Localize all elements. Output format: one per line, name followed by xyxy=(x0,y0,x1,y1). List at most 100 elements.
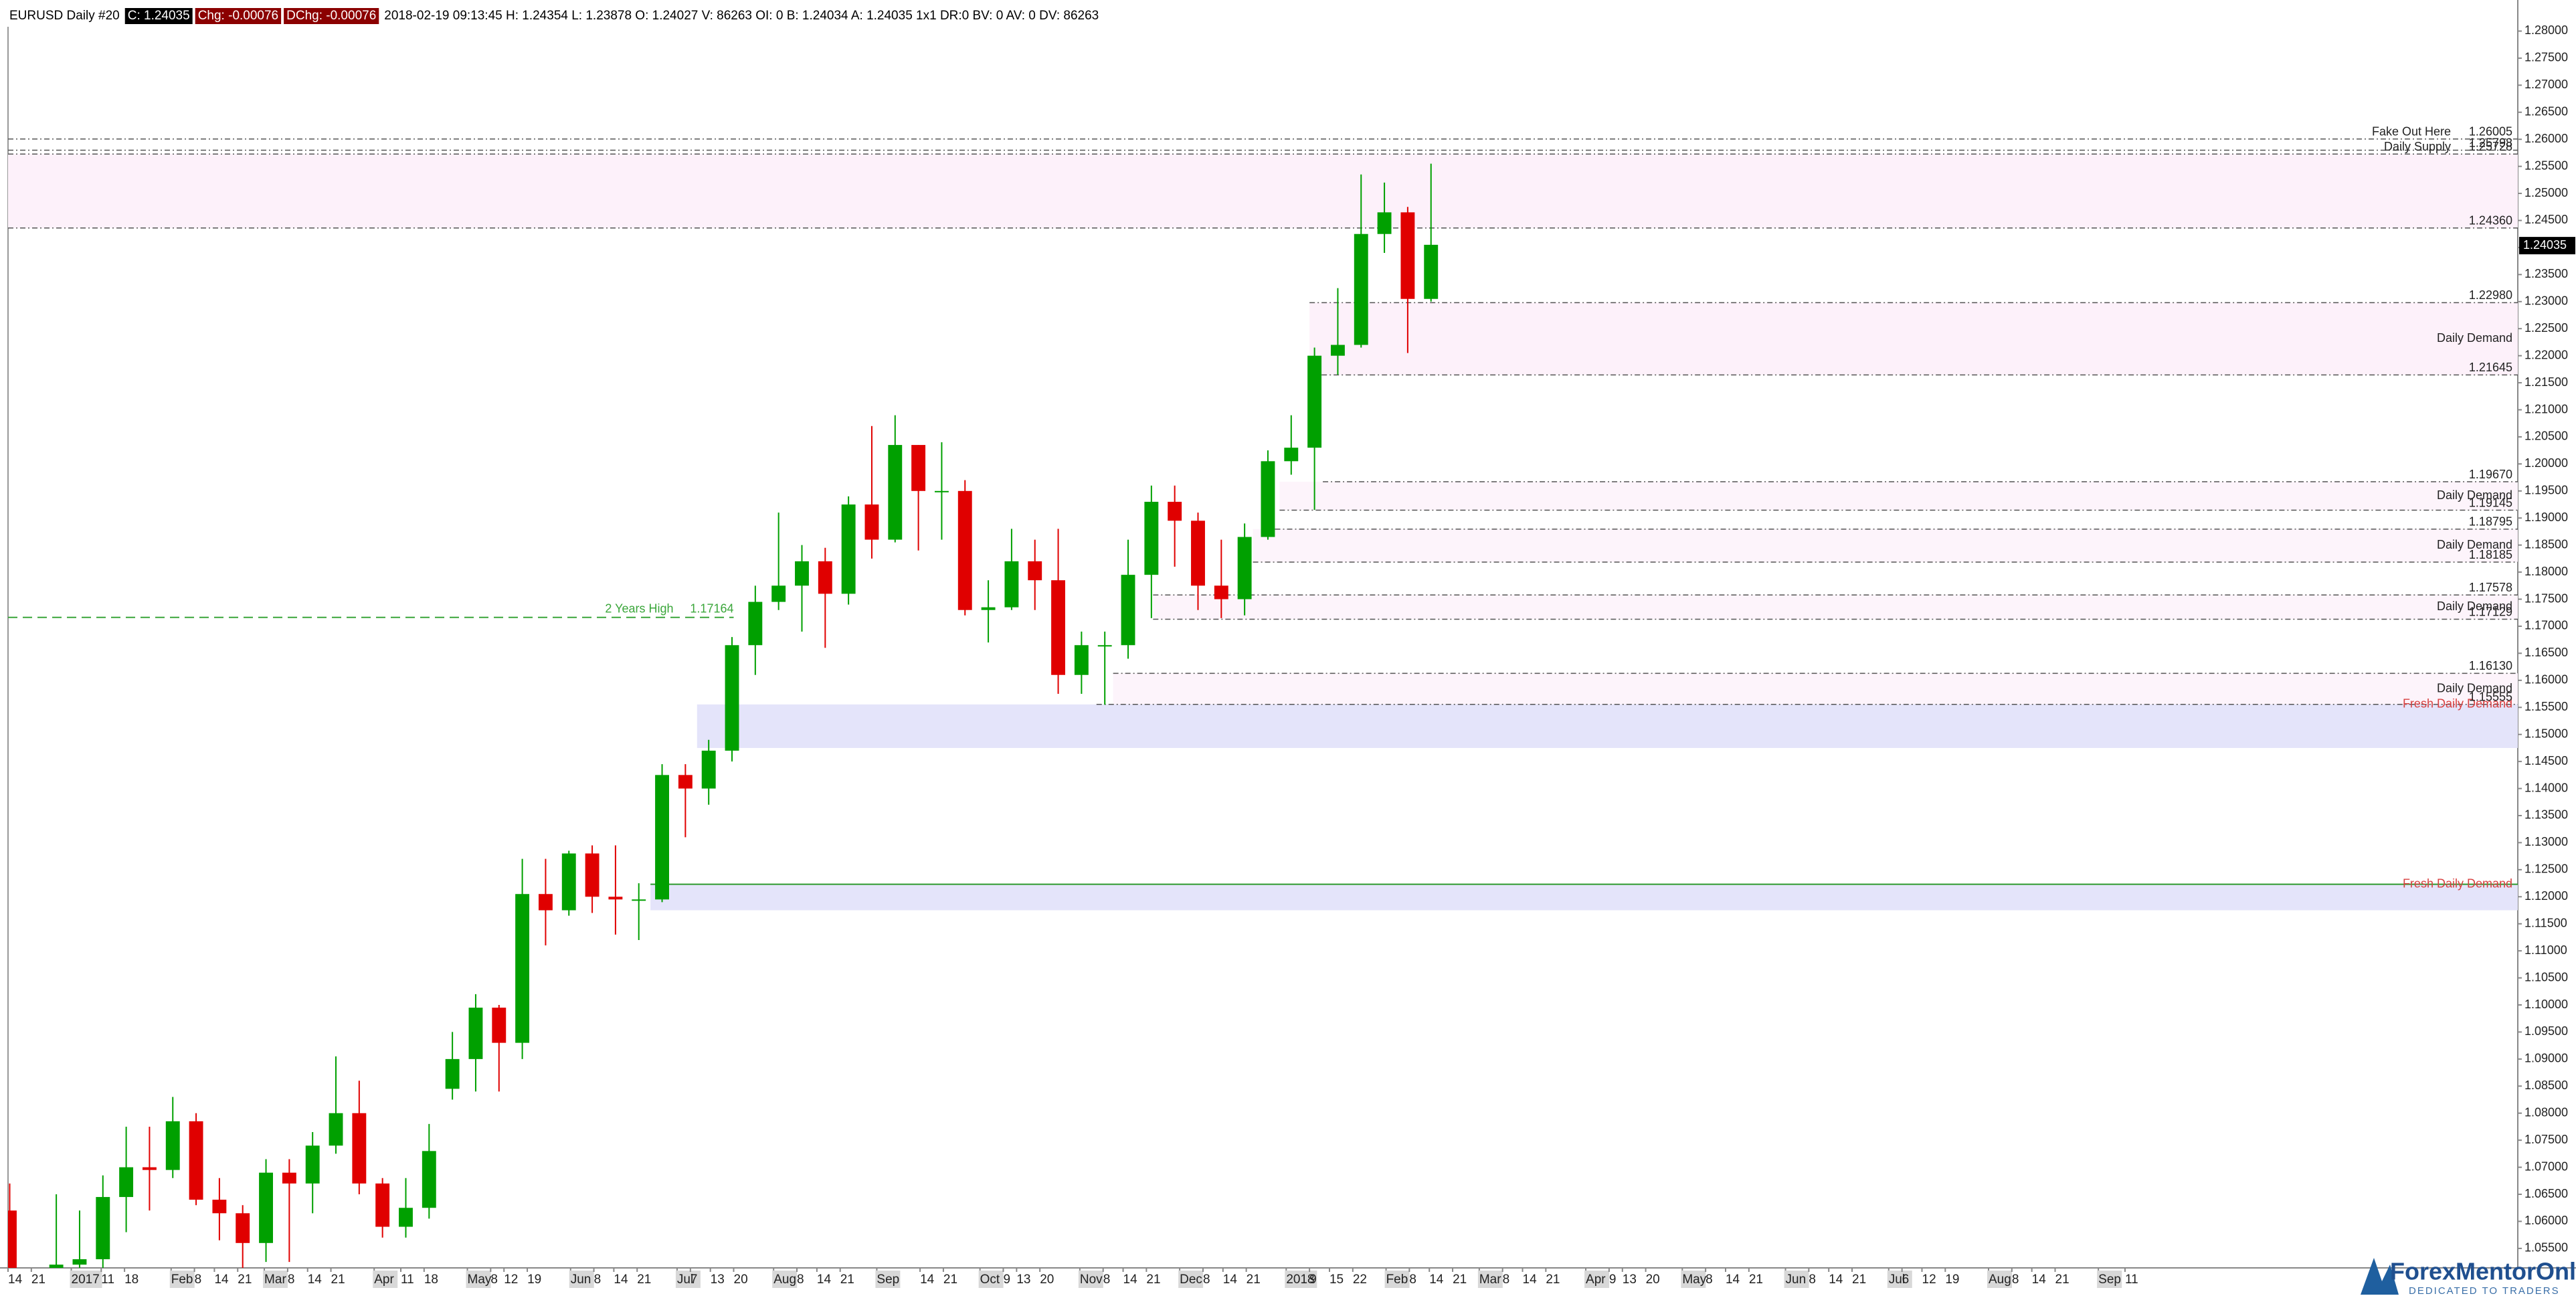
candle-body xyxy=(1121,575,1135,646)
level-label: 1.18185 xyxy=(2469,548,2512,561)
candle-body xyxy=(445,1058,460,1089)
x-tick-label: 9 xyxy=(1003,1273,1010,1287)
x-tick-label: 14 xyxy=(308,1273,323,1287)
x-tick-highlight xyxy=(875,1271,901,1288)
candle-body xyxy=(8,1210,17,1268)
x-tick-label: 2018 xyxy=(1286,1273,1314,1287)
close-box-box xyxy=(124,8,193,24)
y-tick-label: 1.26500 xyxy=(2524,105,2568,118)
symbol: EURUSD Daily #20 xyxy=(9,9,120,23)
x-tick-label: Dec xyxy=(1180,1273,1202,1287)
x-tick-label: Mar xyxy=(264,1273,286,1287)
zone xyxy=(8,154,2518,228)
x-tick-label: Jun xyxy=(1786,1273,1807,1287)
y-tick-label: 1.06500 xyxy=(2524,1187,2568,1200)
annotation-text: 2 Years High xyxy=(605,601,673,615)
candle-body xyxy=(1284,448,1299,462)
x-tick-label: 21 xyxy=(1247,1273,1261,1287)
candle-body xyxy=(49,1265,64,1268)
y-tick-label: 1.21500 xyxy=(2524,375,2568,389)
y-tick-label: 1.11500 xyxy=(2524,916,2567,929)
x-tick-highlight xyxy=(1784,1271,1809,1288)
y-tick-label: 1.14000 xyxy=(2524,781,2568,794)
x-tick-label: 21 xyxy=(1546,1273,1560,1287)
candle-body xyxy=(934,490,949,492)
x-tick-highlight xyxy=(2097,1271,2122,1288)
y-tick-label: 1.25000 xyxy=(2524,186,2568,199)
candle-body xyxy=(96,1197,110,1260)
x-tick-label: 11 xyxy=(101,1273,114,1287)
x-tick-label: 14 xyxy=(920,1273,935,1287)
x-tick-label: 2017 xyxy=(72,1273,100,1287)
last-price-box xyxy=(2519,237,2575,255)
candle-body xyxy=(1354,234,1368,345)
candle-body xyxy=(468,1008,483,1059)
x-tick-highlight xyxy=(772,1271,798,1288)
level-note: Daily Supply xyxy=(2384,140,2451,153)
x-tick-label: 22 xyxy=(1353,1273,1367,1287)
x-tick-label: 8 xyxy=(1203,1273,1210,1287)
x-tick-label: Feb xyxy=(1386,1273,1408,1287)
zone xyxy=(1253,529,2518,563)
y-tick-label: 1.10000 xyxy=(2524,998,2568,1011)
y-tick-label: 1.27500 xyxy=(2524,51,2568,64)
watermark-subtitle: DEDICATED TO TRADERS xyxy=(2409,1285,2560,1297)
candle-body xyxy=(561,853,576,911)
x-tick-label: Feb xyxy=(171,1273,193,1287)
y-tick-label: 1.18500 xyxy=(2524,537,2568,551)
candle-body xyxy=(1004,561,1019,608)
zone xyxy=(650,884,2518,911)
x-tick-label: 21 xyxy=(1453,1273,1467,1287)
x-tick-label: 21 xyxy=(2055,1273,2069,1287)
y-tick-label: 1.27000 xyxy=(2524,78,2568,91)
watermark-title: ForexMentorOnline xyxy=(2390,1258,2576,1285)
x-tick-label: 19 xyxy=(527,1273,541,1287)
x-tick-label: 14 xyxy=(214,1273,229,1287)
quote-details: 2018-02-19 09:13:45 H: 1.24354 L: 1.2387… xyxy=(384,9,1099,23)
candle-body xyxy=(1191,521,1205,586)
y-tick-label: 1.07500 xyxy=(2524,1133,2568,1146)
candle-body xyxy=(1237,537,1252,599)
x-tick-label: 11 xyxy=(401,1273,414,1287)
y-tick-label: 1.10500 xyxy=(2524,970,2568,984)
candle-body xyxy=(1074,645,1089,675)
y-tick-label: 1.08000 xyxy=(2524,1105,2568,1119)
x-tick-label: Sep xyxy=(2098,1273,2121,1287)
level-label: 1.17578 xyxy=(2469,581,2512,594)
x-tick-highlight xyxy=(373,1271,398,1288)
x-tick-highlight xyxy=(1584,1271,1610,1288)
close-box: C: 1.24035 xyxy=(128,9,190,23)
candle-body xyxy=(632,899,646,901)
x-tick-label: Aug xyxy=(1989,1273,2011,1287)
x-tick-highlight xyxy=(1477,1271,1503,1288)
y-tick-label: 1.13000 xyxy=(2524,835,2568,848)
candle-body xyxy=(981,607,996,610)
x-tick-highlight xyxy=(466,1271,491,1288)
x-tick-label: 20 xyxy=(1646,1273,1660,1287)
candle-body xyxy=(538,894,553,911)
watermark-logo xyxy=(2361,1258,2399,1295)
candle-body xyxy=(399,1208,413,1227)
candle-body xyxy=(1051,580,1065,675)
y-tick-label: 1.15500 xyxy=(2524,700,2568,713)
candle-body xyxy=(841,504,856,594)
y-tick-label: 1.22500 xyxy=(2524,321,2568,335)
y-tick-label: 1.28000 xyxy=(2524,23,2568,37)
candle-body xyxy=(352,1113,367,1184)
x-tick-label: 8 xyxy=(1103,1273,1111,1287)
x-tick-highlight xyxy=(1887,1271,1912,1288)
x-tick-label: 8 xyxy=(1706,1273,1713,1287)
candle-body xyxy=(1377,212,1392,234)
level-label: 1.22980 xyxy=(2469,288,2512,302)
x-tick-highlight xyxy=(1178,1271,1204,1288)
candle-body xyxy=(957,490,972,610)
y-tick-label: 1.11000 xyxy=(2524,943,2567,957)
candle-body xyxy=(1400,212,1415,299)
candle-body xyxy=(608,897,623,900)
x-tick-label: 21 xyxy=(1146,1273,1160,1287)
x-tick-label: 14 xyxy=(8,1273,23,1287)
candle-body xyxy=(585,853,600,897)
x-tick-label: 13 xyxy=(711,1273,725,1287)
y-tick-label: 1.26000 xyxy=(2524,132,2568,145)
